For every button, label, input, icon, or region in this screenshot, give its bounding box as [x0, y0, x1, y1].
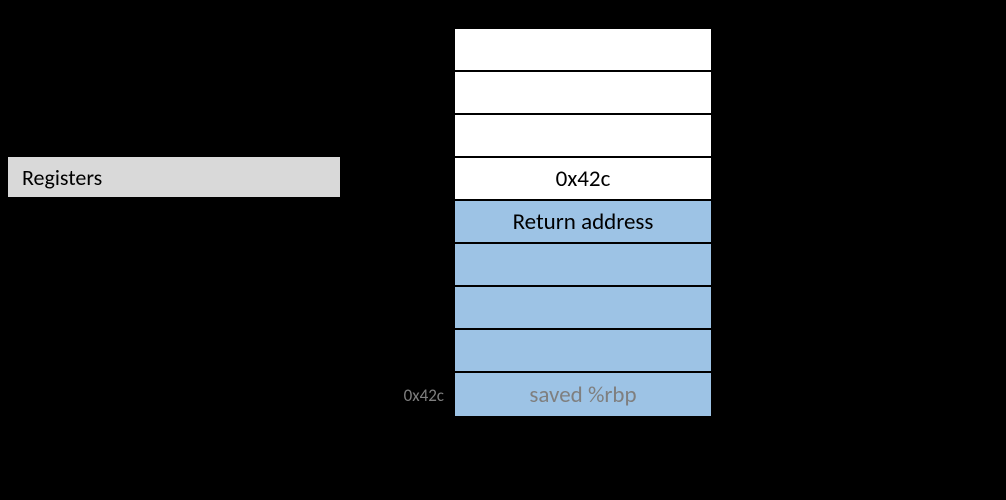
- stack-cell-4: Return address: [455, 201, 711, 244]
- stack-cell-8: saved %rbp: [455, 373, 711, 416]
- stack-cell-7: [455, 330, 711, 373]
- stack-cell-1: [455, 72, 711, 115]
- stack-cell-text: 0x42c: [556, 165, 611, 193]
- stack-cell-6: [455, 287, 711, 330]
- stack-cell-3: 0x42c: [455, 158, 711, 201]
- stack-cell-0: [455, 29, 711, 72]
- stack-cell-text: saved %rbp: [529, 381, 636, 409]
- address-label-0x42c: 0x42c: [384, 385, 444, 406]
- stack-cell-text: Return address: [513, 208, 654, 236]
- stack-cell-2: [455, 115, 711, 158]
- stack-diagram: 0x42c Return address saved %rbp: [453, 27, 713, 418]
- stack-cell-5: [455, 244, 711, 287]
- registers-box: Registers: [7, 156, 341, 198]
- registers-label: Registers: [22, 164, 102, 191]
